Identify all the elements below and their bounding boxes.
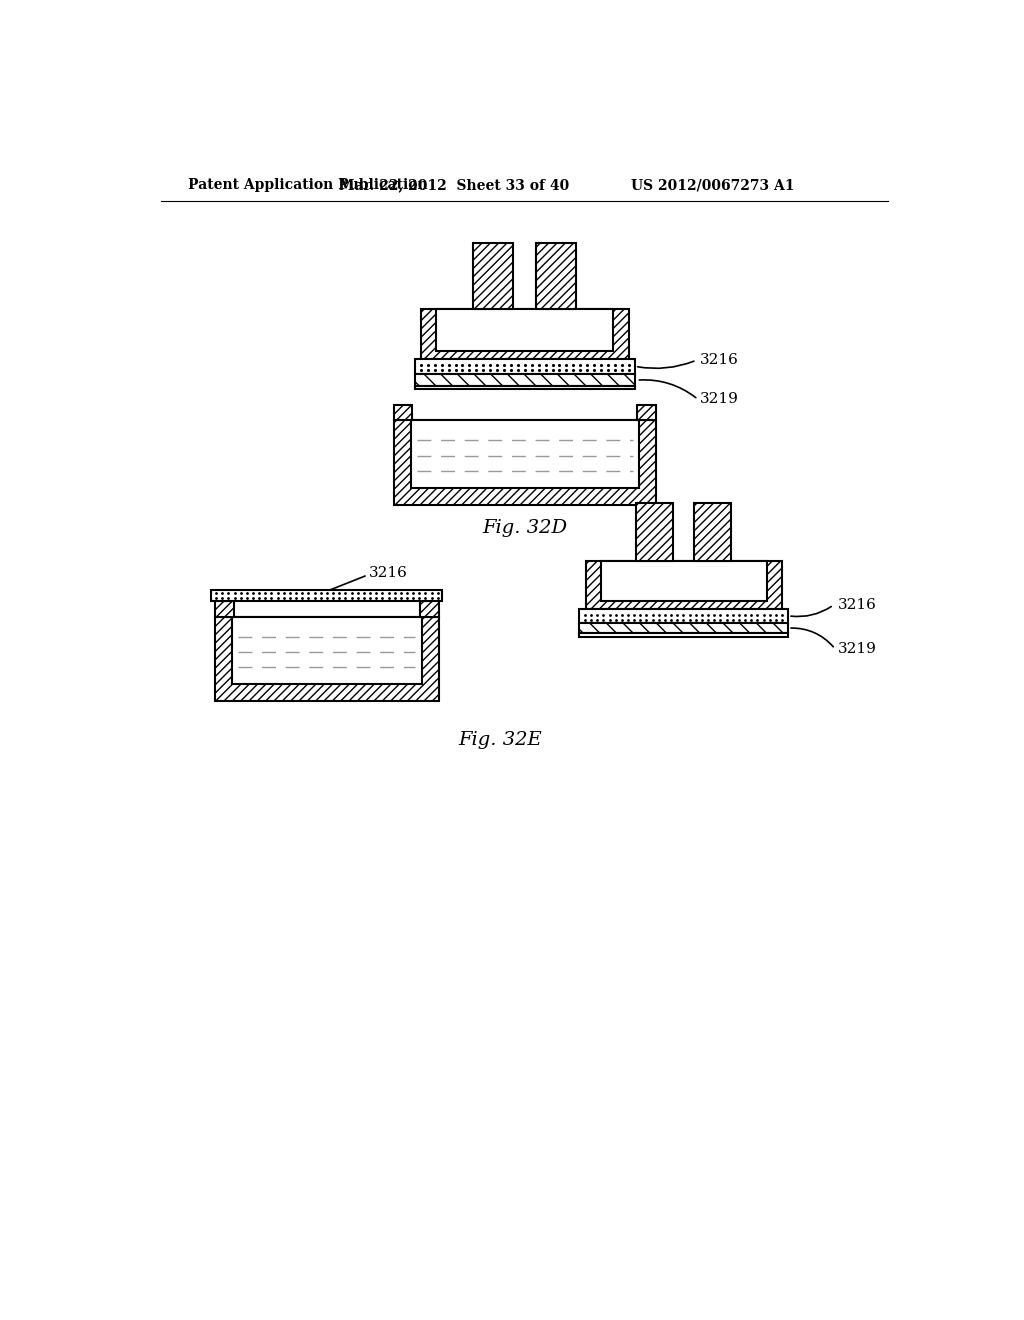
Text: 3216: 3216: [370, 566, 409, 581]
Bar: [420, 601, 438, 616]
Bar: [215, 616, 438, 701]
Bar: [473, 243, 513, 309]
Bar: [415, 374, 635, 385]
Bar: [580, 623, 788, 634]
Bar: [601, 561, 767, 601]
Bar: [580, 609, 788, 623]
Text: Patent Application Publication: Patent Application Publication: [188, 178, 428, 193]
Bar: [636, 503, 673, 561]
Text: Fig. 32E: Fig. 32E: [459, 731, 542, 748]
Bar: [232, 616, 422, 684]
Bar: [411, 420, 639, 488]
Bar: [394, 420, 655, 506]
Text: 3216: 3216: [700, 354, 739, 367]
Bar: [415, 359, 635, 374]
Text: 3216: 3216: [838, 598, 877, 612]
Bar: [580, 634, 788, 638]
Bar: [694, 503, 731, 561]
Text: Mar. 22, 2012  Sheet 33 of 40: Mar. 22, 2012 Sheet 33 of 40: [339, 178, 569, 193]
Bar: [537, 243, 577, 309]
Bar: [436, 309, 613, 351]
Text: 3219: 3219: [700, 392, 739, 407]
Text: 3219: 3219: [838, 642, 877, 656]
Bar: [211, 590, 442, 601]
Text: Fig. 32D: Fig. 32D: [482, 519, 567, 537]
Bar: [637, 405, 655, 420]
Bar: [415, 385, 635, 389]
Bar: [215, 601, 233, 616]
Text: US 2012/0067273 A1: US 2012/0067273 A1: [631, 178, 795, 193]
Bar: [421, 309, 629, 359]
Bar: [394, 405, 413, 420]
Bar: [586, 561, 782, 609]
